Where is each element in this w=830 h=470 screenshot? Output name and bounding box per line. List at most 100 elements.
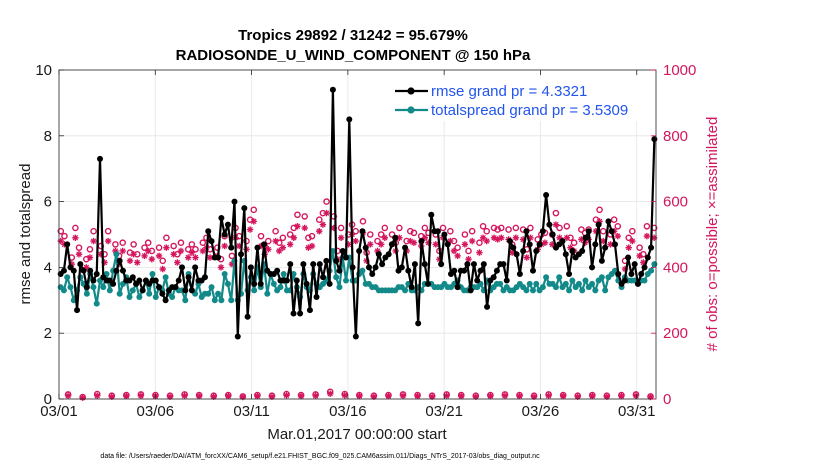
rmse-point xyxy=(283,277,290,284)
totalspread-point xyxy=(205,290,212,297)
totalspread-point xyxy=(251,287,258,294)
rmse-point xyxy=(303,280,310,287)
rmse-point xyxy=(493,267,500,274)
totalspread-point xyxy=(90,284,97,291)
totalspread-point xyxy=(651,261,658,268)
rmse-point xyxy=(119,267,126,274)
rmse-point xyxy=(454,284,461,291)
possible-obs-point xyxy=(636,244,643,251)
totalspread-point xyxy=(575,280,582,287)
series-assimilated-obs xyxy=(57,209,658,401)
assimilated-obs-point xyxy=(137,392,145,399)
rmse-point xyxy=(503,277,510,284)
rmse-point xyxy=(300,261,307,268)
possible-obs-point xyxy=(610,216,618,223)
assimilated-obs-point xyxy=(341,392,348,399)
totalspread-point xyxy=(149,270,156,277)
rmse-point xyxy=(129,274,136,281)
totalspread-point xyxy=(146,290,153,297)
assimilated-obs-point xyxy=(90,237,97,245)
totalspread-point xyxy=(329,247,336,254)
assimilated-obs-point xyxy=(185,254,192,261)
rmse-point xyxy=(136,277,143,284)
assimilated-obs-point xyxy=(254,392,261,400)
assimilated-obs-point xyxy=(454,252,461,260)
assimilated-obs-point xyxy=(476,249,483,256)
assimilated-obs-point xyxy=(432,241,439,248)
series-layer xyxy=(57,86,658,401)
rmse-point xyxy=(316,261,323,268)
rmse-point xyxy=(77,261,84,268)
rmse-point xyxy=(306,307,313,314)
assimilated-obs-point xyxy=(286,241,294,248)
assimilated-obs-point xyxy=(574,393,581,400)
assimilated-obs-point xyxy=(177,247,185,255)
possible-obs-point xyxy=(72,224,79,232)
rmse-point xyxy=(188,287,195,294)
assimilated-obs-point xyxy=(225,392,232,400)
possible-obs-point xyxy=(203,234,210,242)
rmse-point xyxy=(87,267,94,274)
possible-obs-point xyxy=(552,209,560,217)
rmse-point xyxy=(290,310,297,317)
possible-obs-point xyxy=(130,241,137,248)
assimilated-obs-point xyxy=(166,393,174,400)
rmse-point xyxy=(477,267,484,274)
rmse-point xyxy=(467,287,474,294)
totalspread-point xyxy=(533,280,540,287)
totalspread-point xyxy=(579,287,586,294)
legend-box xyxy=(390,77,652,121)
rmse-point xyxy=(484,303,491,310)
possible-obs-point xyxy=(490,224,498,232)
assimilated-obs-point xyxy=(498,234,505,241)
totalspread-point xyxy=(402,287,409,294)
totalspread-point xyxy=(641,277,648,284)
y-tick-label-left: 2 xyxy=(44,325,52,342)
assimilated-obs-point xyxy=(126,257,134,265)
rmse-point xyxy=(592,241,599,248)
totalspread-point xyxy=(129,287,136,294)
rmse-point xyxy=(215,254,222,261)
possible-obs-point xyxy=(563,222,571,230)
rmse-point xyxy=(428,211,435,218)
rmse-point xyxy=(251,280,258,287)
totalspread-point xyxy=(60,287,67,294)
assimilated-obs-point xyxy=(319,221,327,228)
y-tick-label-left: 10 xyxy=(35,62,52,79)
rmse-point xyxy=(241,205,248,212)
rmse-point xyxy=(651,136,658,143)
y-tick-label-right: 800 xyxy=(663,128,688,145)
assimilated-obs-point xyxy=(545,392,552,399)
totalspread-point xyxy=(526,280,533,287)
assimilated-obs-point xyxy=(104,237,112,245)
rmse-point xyxy=(634,280,641,287)
rmse-point xyxy=(70,267,77,274)
possible-obs-point xyxy=(406,227,414,235)
assimilated-obs-point xyxy=(458,392,465,400)
legend-rmse-marker xyxy=(407,87,415,95)
rmse-point xyxy=(598,257,605,264)
totalspread-point xyxy=(116,290,123,297)
rmse-point xyxy=(110,280,117,287)
assimilated-obs-point xyxy=(483,237,490,245)
rmse-point xyxy=(352,333,359,340)
totalspread-point xyxy=(67,284,74,291)
legend-rmse-label: rmse grand pr = 4.3321 xyxy=(431,83,587,100)
totalspread-point xyxy=(264,290,271,297)
rmse-point xyxy=(231,198,238,205)
rmse-point xyxy=(162,297,169,304)
assimilated-obs-point xyxy=(94,392,101,399)
rmse-point xyxy=(80,267,87,274)
rmse-point xyxy=(461,267,468,274)
rmse-point xyxy=(116,257,123,264)
rmse-point xyxy=(392,234,399,241)
y-tick-label-right: 1000 xyxy=(663,62,696,79)
rmse-point xyxy=(159,290,166,297)
possible-obs-point xyxy=(170,242,177,250)
rmse-point xyxy=(175,277,182,284)
totalspread-point xyxy=(106,287,113,294)
assimilated-obs-point xyxy=(465,255,472,263)
rmse-point xyxy=(359,228,366,235)
rmse-point xyxy=(179,264,186,271)
